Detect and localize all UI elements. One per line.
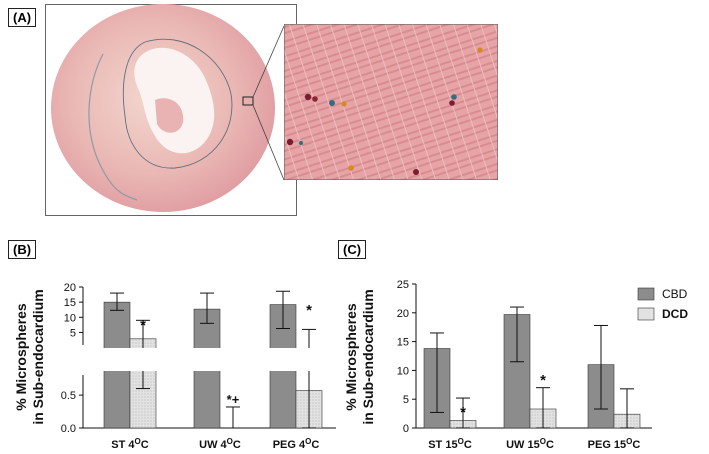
y-tick-label: 15 — [64, 297, 76, 309]
x-tick-label: PEG 15OC — [588, 437, 641, 451]
y-tick-label: 25 — [397, 279, 409, 291]
magnified-tissue-image — [284, 24, 498, 180]
microsphere — [451, 94, 457, 100]
microsphere — [329, 100, 335, 106]
panel-label-a: (A) — [8, 8, 37, 27]
chart-b: % Microspheres in Sub-endocardium 5 10 15 20 0… — [13, 282, 345, 451]
legend-swatch-cbd — [637, 287, 655, 301]
x-tick-label: PEG 4OC — [273, 437, 320, 451]
panel-label-b: (B) — [8, 240, 37, 259]
panel-label-c: (C) — [338, 240, 367, 259]
y-tick-label: 20 — [64, 282, 76, 294]
zoom-line-bottom — [252, 104, 285, 181]
y-tick-label: 0.0 — [61, 423, 76, 435]
legend-swatch-dcd — [637, 307, 655, 321]
significance-marker: * — [460, 404, 466, 421]
y-tick-label: 5 — [70, 327, 76, 339]
y-tick-label: 10 — [397, 365, 409, 377]
microsphere — [449, 100, 455, 106]
legend: CBD DCD — [637, 287, 688, 321]
microsphere — [286, 138, 294, 146]
x-tick-label: ST 15OC — [428, 437, 472, 451]
heart-cross-section-image — [45, 4, 297, 216]
legend-label-cbd: CBD — [662, 287, 688, 301]
y-axis-label-line: in Sub-endocardium — [30, 289, 46, 424]
significance-marker: * — [140, 317, 146, 334]
y-tick-label: 0 — [403, 423, 409, 435]
papillary-muscle — [155, 98, 184, 133]
microsphere — [312, 96, 318, 102]
microsphere — [304, 93, 312, 101]
y-axis-label-line: in Sub-endocardium — [360, 289, 376, 424]
microsphere — [477, 47, 483, 53]
endocardium-trace — [122, 38, 233, 169]
outer-trace — [88, 53, 138, 201]
x-tick-label: UW 15OC — [506, 437, 554, 451]
y-axis-label-line: % Microspheres — [13, 303, 29, 411]
zoom-line-top — [252, 25, 285, 98]
zoom-box — [242, 96, 254, 106]
microsphere — [299, 141, 303, 145]
y-tick-label: 20 — [397, 308, 409, 320]
microsphere — [348, 165, 354, 171]
chart-c: % Microspheres in Sub-endocardium 0 5 10 15 20… — [343, 279, 688, 451]
y-tick-label: 10 — [64, 312, 76, 324]
y-axis-label: % Microspheres in Sub-endocardium — [343, 289, 376, 424]
significance-marker: * — [540, 372, 546, 389]
microsphere — [341, 101, 347, 107]
significance-marker: *+ — [227, 392, 240, 407]
y-axis-label: % Microspheres in Sub-endocardium — [13, 289, 46, 424]
y-tick-label: 0.5 — [61, 390, 76, 402]
significance-marker: * — [306, 302, 312, 319]
y-axis-label-line: % Microspheres — [343, 303, 359, 411]
x-tick-label: UW 4OC — [199, 437, 241, 451]
legend-label-dcd: DCD — [662, 307, 688, 321]
y-tick-label: 15 — [397, 337, 409, 349]
ventricle-cavity — [134, 47, 215, 154]
y-tick-label: 5 — [403, 394, 409, 406]
x-tick-label: ST 4OC — [111, 437, 148, 451]
microsphere — [413, 169, 419, 175]
axis-break-gap — [60, 348, 345, 371]
